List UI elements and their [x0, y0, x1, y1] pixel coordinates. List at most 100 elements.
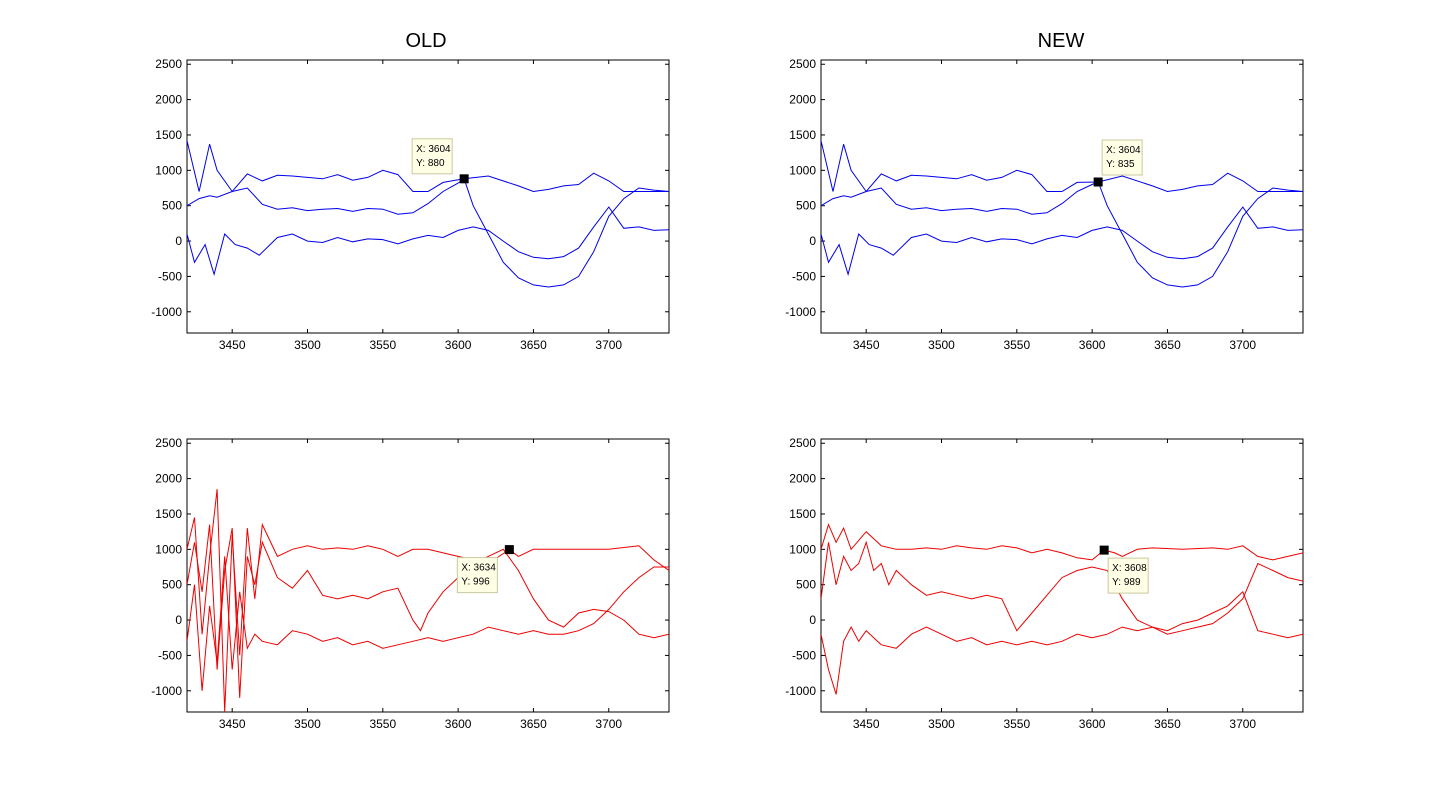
x-tick-label: 3700	[1229, 717, 1256, 731]
x-tick-label: 3450	[219, 338, 246, 352]
x-tick-label: 3650	[520, 717, 547, 731]
series-line-2	[187, 524, 669, 698]
y-tick-label: -1000	[151, 305, 182, 319]
datatip[interactable]: X: 3604 Y: 835	[1093, 139, 1143, 187]
series-line-1	[821, 523, 1303, 561]
datatip-y-label: Y: 880	[416, 158, 445, 169]
y-tick-label: -500	[158, 269, 182, 283]
x-tick-label: 3650	[520, 338, 547, 352]
datatip[interactable]: X: 3608 Y: 989	[1099, 545, 1149, 594]
y-tick-label: -1000	[785, 684, 816, 698]
datatip-box	[1101, 139, 1143, 176]
x-tick-label: 3500	[294, 717, 321, 731]
x-tick-label: 3600	[1079, 338, 1106, 352]
y-tick-label: -1000	[151, 684, 182, 698]
x-tick-label: 3550	[369, 717, 396, 731]
y-tick-label: 500	[796, 578, 816, 592]
x-tick-label: 3550	[1003, 717, 1030, 731]
axes-old-top: 3450 3500 3550 3600 3650 3700 -1000 -500 0 500 100…	[151, 57, 670, 352]
y-tick-label: 1500	[155, 128, 182, 142]
datatip[interactable]: X: 3634 Y: 996	[456, 545, 514, 594]
y-tick-label: 1500	[789, 507, 816, 521]
y-tick-label: 1000	[155, 542, 182, 556]
datatip-y-label: Y: 989	[1112, 577, 1141, 588]
x-tick-label: 3700	[595, 717, 622, 731]
series-line-2	[821, 181, 1303, 288]
datatip-y-label: Y: 835	[1106, 159, 1135, 170]
series-line-2	[821, 540, 1303, 635]
datatip-x-label: X: 3604	[416, 144, 451, 155]
datatip-marker[interactable]	[504, 545, 514, 555]
x-tick-label: 3450	[853, 717, 880, 731]
x-tick-label: 3500	[928, 717, 955, 731]
y-tick-label: 500	[162, 199, 182, 213]
y-tick-label: 2000	[155, 472, 182, 486]
datatip-x-label: X: 3634	[461, 563, 496, 574]
x-tick-label: 3550	[1003, 338, 1030, 352]
series-group	[821, 140, 1303, 288]
y-tick-label: 1000	[155, 163, 182, 177]
datatip-box	[1107, 557, 1149, 594]
datatip-x-label: X: 3608	[1112, 563, 1147, 574]
series-line-3	[821, 206, 1303, 277]
x-tick-label: 3550	[369, 338, 396, 352]
datatip-box	[456, 557, 498, 594]
y-tick-label: 2500	[789, 57, 816, 71]
datatip-y-label: Y: 996	[461, 577, 490, 588]
axes-new-bottom: 3450 3500 3550 3600 3650 3700 -1000 -500 0 500 100…	[785, 436, 1304, 731]
datatip-box	[411, 138, 453, 175]
y-tick-label: 2500	[155, 436, 182, 450]
y-tick-label: 0	[175, 613, 182, 627]
y-tick-label: 0	[175, 234, 182, 248]
series-line-1	[187, 489, 669, 712]
y-tick-label: 500	[796, 199, 816, 213]
datatip[interactable]: X: 3604 Y: 880	[411, 138, 469, 184]
axes-box	[186, 438, 670, 713]
y-tick-label: 1500	[155, 507, 182, 521]
y-tick-label: 0	[809, 234, 816, 248]
series-line-1	[821, 140, 1303, 193]
datatip-x-label: X: 3604	[1106, 145, 1141, 156]
x-tick-label: 3500	[928, 338, 955, 352]
y-tick-label: 1500	[789, 128, 816, 142]
x-tick-label: 3650	[1154, 717, 1181, 731]
x-tick-label: 3650	[1154, 338, 1181, 352]
x-tick-label: 3500	[294, 338, 321, 352]
datatip-marker[interactable]	[1099, 545, 1109, 555]
series-group	[187, 140, 669, 288]
title-new: NEW	[1038, 30, 1085, 52]
datatip-marker[interactable]	[459, 174, 469, 184]
y-tick-label: -500	[158, 648, 182, 662]
title-old: OLD	[405, 30, 446, 52]
axes-old-bottom: 3450 3500 3550 3600 3650 3700 -1000 -500 0 500 100…	[151, 436, 670, 731]
series-line-3	[187, 206, 669, 277]
x-tick-label: 3600	[1079, 717, 1106, 731]
y-tick-label: 2500	[789, 436, 816, 450]
series-line-1	[187, 140, 669, 193]
y-tick-label: 1000	[789, 542, 816, 556]
y-tick-label: 500	[162, 578, 182, 592]
datatip-marker[interactable]	[1093, 177, 1103, 187]
x-tick-label: 3700	[1229, 338, 1256, 352]
axes-new-top: 3450 3500 3550 3600 3650 3700 -1000 -500 0 500 100…	[785, 57, 1304, 352]
x-tick-label: 3450	[853, 338, 880, 352]
series-line-3	[821, 590, 1303, 695]
y-tick-label: -500	[792, 648, 816, 662]
y-tick-label: 2000	[789, 472, 816, 486]
y-tick-label: -1000	[785, 305, 816, 319]
series-line-3	[187, 556, 669, 691]
y-tick-label: 1000	[789, 163, 816, 177]
series-group	[821, 523, 1303, 695]
y-tick-label: 0	[809, 613, 816, 627]
y-tick-label: -500	[792, 269, 816, 283]
x-tick-label: 3600	[445, 338, 472, 352]
series-group	[187, 489, 669, 712]
y-tick-label: 2000	[789, 93, 816, 107]
x-tick-label: 3700	[595, 338, 622, 352]
axes-box	[186, 59, 670, 334]
y-tick-label: 2500	[155, 57, 182, 71]
x-tick-label: 3600	[445, 717, 472, 731]
y-tick-label: 2000	[155, 93, 182, 107]
x-tick-label: 3450	[219, 717, 246, 731]
